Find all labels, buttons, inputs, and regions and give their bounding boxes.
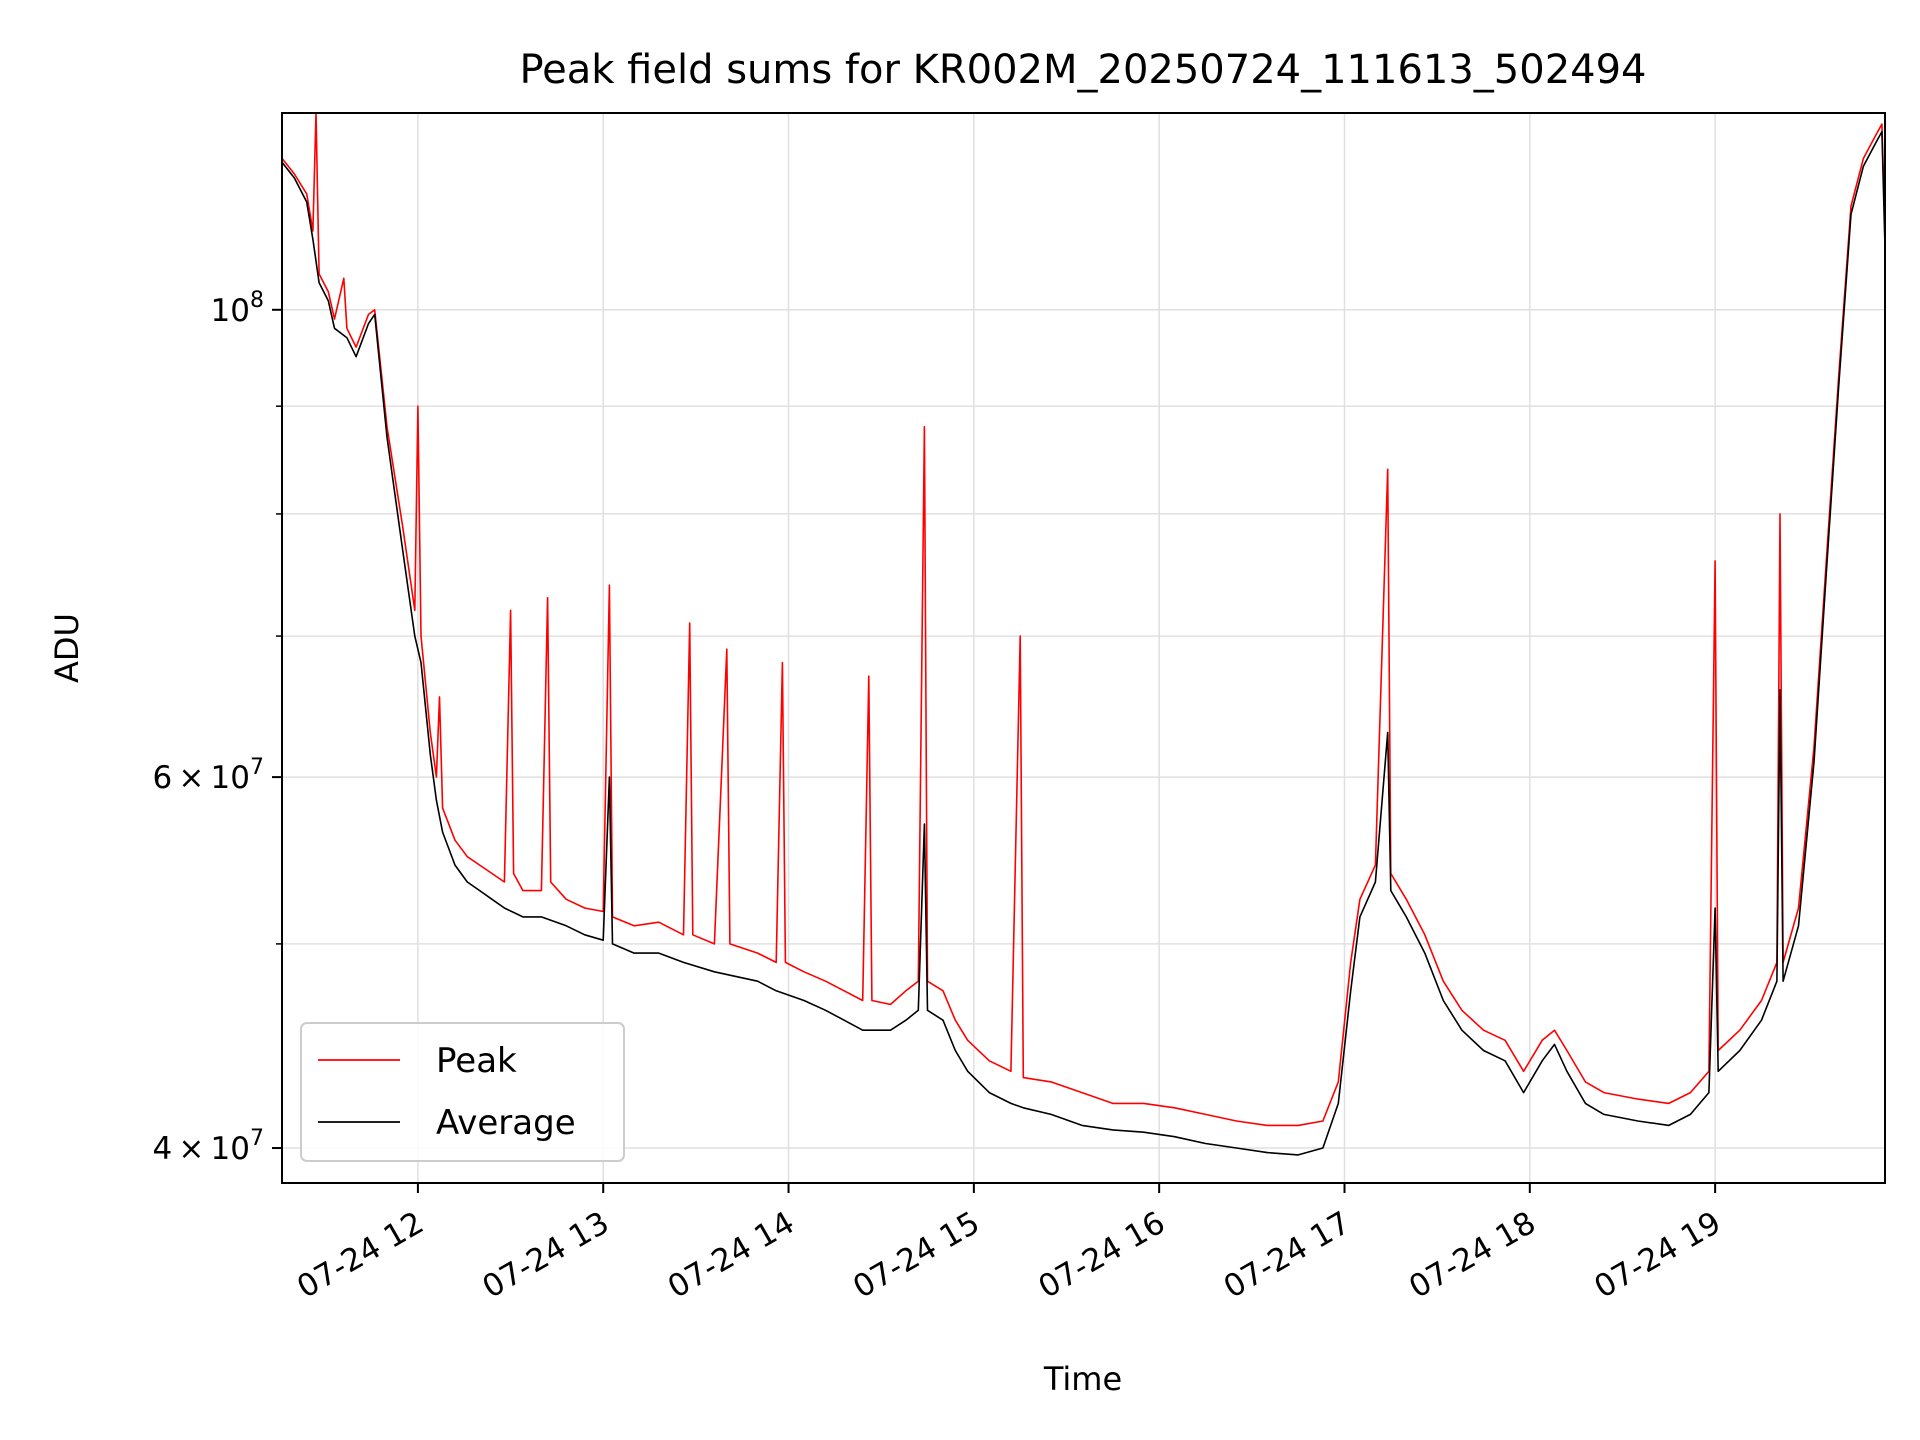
y-tick-mantissa: 4 × 10 [152, 1131, 250, 1167]
chart-title: Peak field sums for KR002M_20250724_1116… [519, 47, 1646, 93]
y-tick-mantissa: 10 [211, 293, 250, 329]
series-line-peak [281, 112, 1886, 1127]
legend-label-peak: Peak [436, 1041, 517, 1081]
y-tick-exponent: 8 [250, 288, 264, 313]
y-tick-label: 108 [211, 288, 264, 329]
series-layer [281, 112, 1886, 1156]
legend-label-average: Average [436, 1103, 576, 1143]
y-axis-label: ADU [48, 613, 86, 683]
y-tick-mantissa: 6 × 10 [152, 760, 250, 796]
x-axis-label: Time [1043, 1360, 1122, 1398]
series-line-average [281, 130, 1886, 1156]
y-tick-label: 6 × 107 [152, 755, 264, 796]
legend: Peak Average [300, 1022, 625, 1162]
y-tick-label: 4 × 107 [152, 1126, 264, 1167]
legend-frame [300, 1022, 625, 1162]
y-tick-exponent: 7 [250, 755, 264, 780]
y-tick-exponent: 7 [250, 1126, 264, 1151]
plot-frame [281, 112, 1886, 1184]
